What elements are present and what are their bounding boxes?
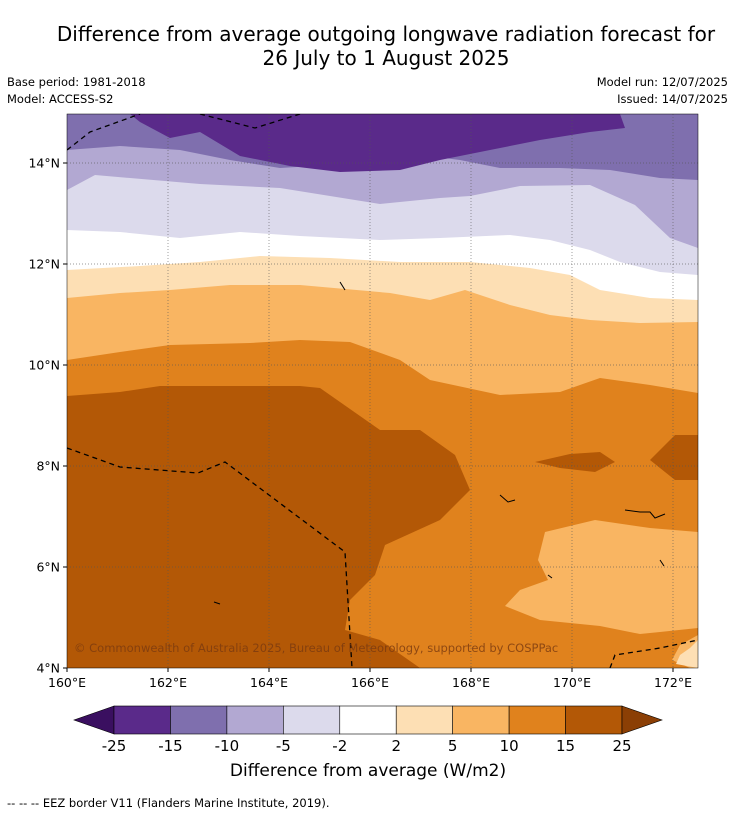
colorbar-swatch <box>452 705 510 735</box>
colorbar-tick-label: 25 <box>612 737 632 755</box>
colorbar-swatch <box>339 705 397 735</box>
islands <box>213 281 666 605</box>
colorbar-tick-label: 2 <box>391 737 401 755</box>
band-15-25-blob <box>535 452 615 472</box>
colorbar-swatch <box>395 705 453 735</box>
colorbar-swatch <box>170 705 228 735</box>
contour-fill <box>67 114 698 668</box>
eez-footnote: -- -- -- EEZ border V11 (Flanders Marine… <box>7 796 330 810</box>
model-run: Model run: 12/07/2025 <box>596 75 728 89</box>
meta-right: Model run: 12/07/2025 Issued: 14/07/2025 <box>597 74 728 108</box>
copyright-notice: © Commonwealth of Australia 2025, Bureau… <box>74 641 559 655</box>
lat-label-12: 12°N <box>28 256 60 272</box>
lon-label-168: 168°E <box>451 675 491 690</box>
lon-label-160: 160°E <box>47 675 87 690</box>
issued-date: Issued: 14/07/2025 <box>617 92 728 106</box>
eez-border <box>67 114 698 668</box>
axis-ticks <box>63 162 674 672</box>
lat-label-4: 4°N <box>36 660 60 676</box>
map-title: Difference from average outgoing longwav… <box>0 22 736 70</box>
lat-label-10: 10°N <box>28 357 60 373</box>
colorbar-swatch <box>283 705 341 735</box>
colorbar-title: Difference from average (W/m2) <box>229 761 507 781</box>
colorbar-tick-label: 10 <box>499 737 519 755</box>
colorbar-tick-label: -5 <box>275 737 291 755</box>
title-line-2: 26 July to 1 August 2025 <box>262 46 510 70</box>
lon-label-164: 164°E <box>249 675 289 690</box>
lon-label-162: 162°E <box>148 675 188 690</box>
colorbar-tick-label: -15 <box>158 737 183 755</box>
map-frame <box>66 113 699 669</box>
lon-label-166: 166°E <box>350 675 390 690</box>
band-5-10-southeast <box>505 520 698 634</box>
colorbar-tick-label: 15 <box>556 737 576 755</box>
lon-label-170: 170°E <box>552 675 592 690</box>
colorbar-tick-label: -2 <box>332 737 348 755</box>
band-2-5-corner <box>676 640 698 668</box>
base-period: Base period: 1981-2018 <box>7 75 146 89</box>
colorbar-over-arrow <box>621 705 663 735</box>
lat-label-6: 6°N <box>36 559 60 575</box>
lon-label-172: 172°E <box>653 675 693 690</box>
colorbar-tick-label: -10 <box>214 737 240 755</box>
colorbar-tick-label: -25 <box>101 737 127 755</box>
meta-left: Base period: 1981-2018 Model: ACCESS-S2 <box>7 74 146 108</box>
colorbar <box>73 705 663 735</box>
grid-lines <box>67 114 698 668</box>
lat-label-14: 14°N <box>28 155 60 171</box>
colorbar-swatch <box>113 705 171 735</box>
colorbar-swatch <box>565 705 623 735</box>
colorbar-under-arrow <box>73 705 115 735</box>
band-minus-25-15 <box>130 114 625 172</box>
title-line-1: Difference from average outgoing longwav… <box>56 22 716 46</box>
lat-label-8: 8°N <box>36 458 60 474</box>
colorbar-tick-label: 5 <box>447 737 458 755</box>
colorbar-swatch <box>226 705 284 735</box>
colorbar-swatch <box>508 705 566 735</box>
model-name: Model: ACCESS-S2 <box>7 92 114 106</box>
